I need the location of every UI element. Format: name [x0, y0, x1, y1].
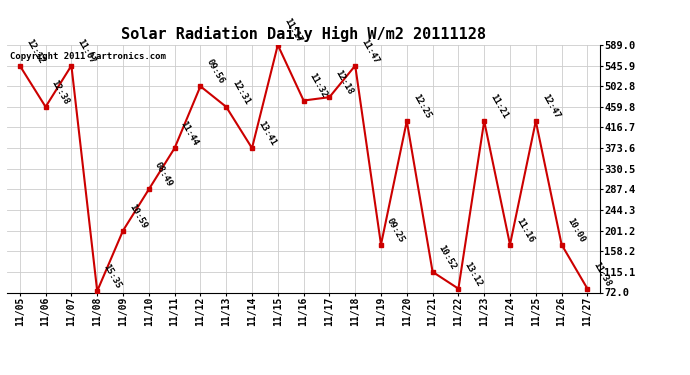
Text: 09:56: 09:56: [204, 58, 226, 86]
Text: 11:47: 11:47: [359, 37, 381, 65]
Text: 11:44: 11:44: [179, 120, 200, 147]
Text: 11:16: 11:16: [514, 216, 535, 244]
Text: 12:38: 12:38: [50, 78, 71, 106]
Text: 13:12: 13:12: [462, 260, 484, 288]
Text: 12:18: 12:18: [333, 69, 355, 96]
Text: 11:32: 11:32: [308, 72, 329, 100]
Text: 11:21: 11:21: [489, 93, 510, 120]
Text: 12:31: 12:31: [230, 78, 252, 106]
Text: 11:17: 11:17: [282, 16, 303, 44]
Text: 11:07: 11:07: [76, 37, 97, 65]
Text: 09:25: 09:25: [385, 216, 406, 244]
Text: 12:12: 12:12: [24, 37, 46, 65]
Text: 10:52: 10:52: [437, 243, 458, 271]
Text: 13:41: 13:41: [256, 120, 277, 147]
Title: Solar Radiation Daily High W/m2 20111128: Solar Radiation Daily High W/m2 20111128: [121, 27, 486, 42]
Text: 15:35: 15:35: [101, 262, 123, 290]
Text: 12:25: 12:25: [411, 93, 432, 120]
Text: 10:59: 10:59: [127, 202, 148, 230]
Text: 11:38: 11:38: [591, 260, 613, 288]
Text: 12:47: 12:47: [540, 93, 561, 120]
Text: 10:00: 10:00: [566, 216, 587, 244]
Text: 08:49: 08:49: [153, 161, 174, 189]
Text: Copyright 2011 Cartronics.com: Copyright 2011 Cartronics.com: [10, 53, 166, 62]
